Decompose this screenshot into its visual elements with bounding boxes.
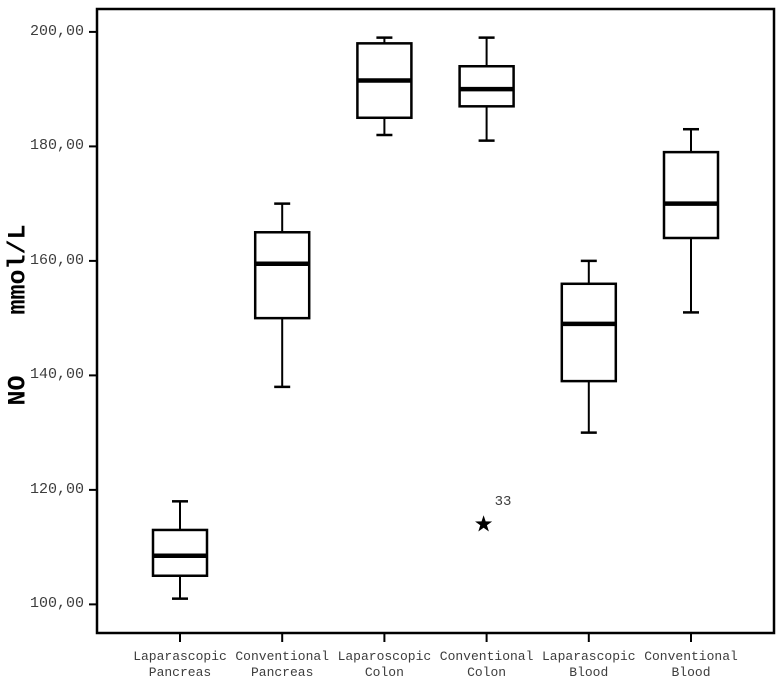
category-label: Conventional Colon [439,649,534,680]
iqr-box [662,150,720,240]
y-tick-label: 180,00 [29,137,84,155]
iqr-box [458,64,515,108]
y-tick-label: 200,00 [29,22,84,40]
iqr-box [560,282,618,383]
iqr-box [253,231,311,320]
category-label: Conventional Blood [644,649,738,680]
category-label: Laparoscopic Colon [337,649,432,680]
y-tick-label: 100,00 [29,595,84,613]
y-tick-label: 160,00 [29,251,84,269]
outlier-star-icon [475,515,493,532]
y-tick-label: 140,00 [29,366,84,384]
plot-frame [95,7,776,635]
category-label: Laparascopic Blood [541,649,636,680]
category-label: Conventional Pancreas [235,649,329,680]
y-tick-label: 120,00 [29,480,84,498]
category-label: Laparascopic Pancreas [133,649,227,680]
iqr-box [151,528,209,578]
outlier-case-label: 33 [494,494,512,511]
